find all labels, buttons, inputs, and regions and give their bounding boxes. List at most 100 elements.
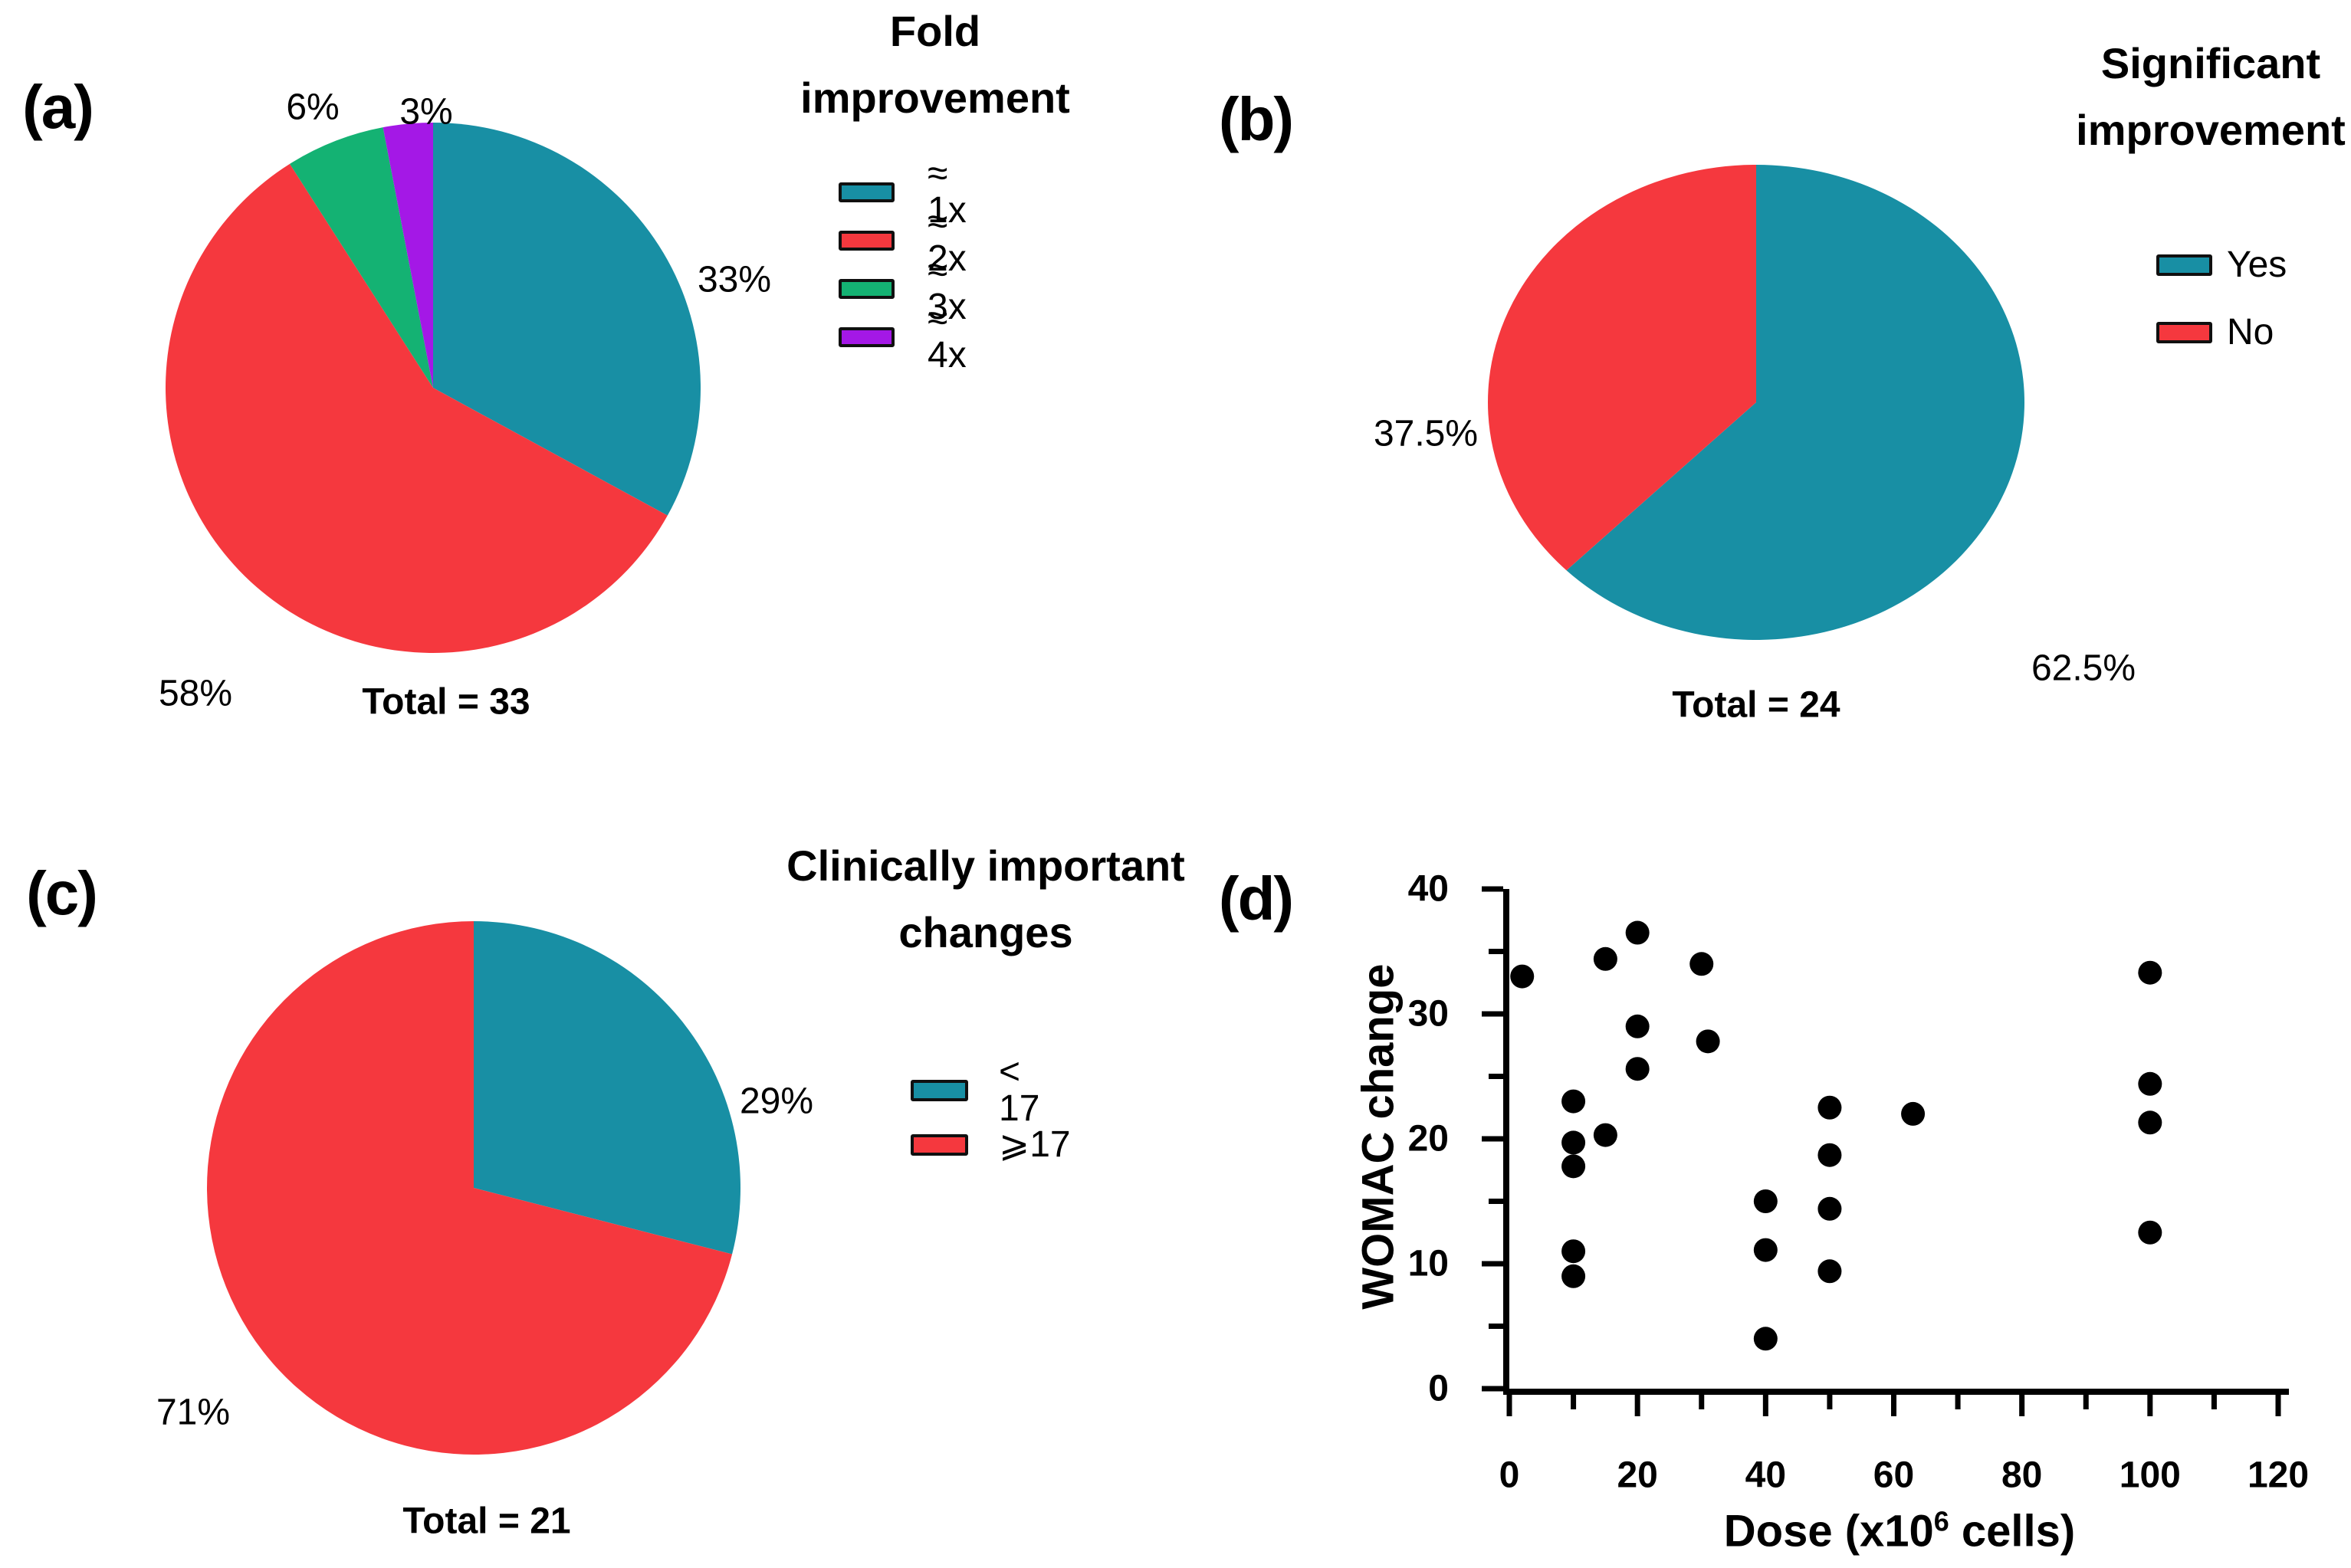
legend-c-swatch-icon-0 xyxy=(911,1080,968,1101)
x-axis-tick xyxy=(1762,1395,1768,1416)
y-axis-tick-label: 40 xyxy=(1408,869,1449,910)
scatter-point-18 xyxy=(1817,1196,1842,1221)
pie-c-percent-label-0: 29% xyxy=(739,1081,814,1122)
legend-c-row-0: < 17 xyxy=(911,1054,1039,1127)
x-axis-tick xyxy=(1891,1395,1896,1416)
legend-c-item-label-0: < 17 xyxy=(999,1051,1040,1129)
x-axis-tick xyxy=(1634,1395,1640,1416)
pie-a-percent-label-2: 6% xyxy=(286,87,340,128)
scatter-point-24 xyxy=(2138,1220,2162,1245)
x-axis-minor-tick xyxy=(1955,1395,1961,1409)
x-axis-title: Dose (x106 cells) xyxy=(1724,1505,2075,1557)
y-axis-tick-label: 20 xyxy=(1408,1119,1449,1160)
legend-title-b-line1: Significant xyxy=(2100,39,2321,88)
legend-a-swatch-icon-1 xyxy=(839,231,895,251)
scatter-point-12 xyxy=(1561,1264,1586,1288)
legend-a-item-label-2: ≈ 3x xyxy=(928,250,967,327)
legend-a-item-label-0: ≈ 1x xyxy=(928,153,967,231)
scatter-point-17 xyxy=(1817,1143,1842,1167)
y-axis-tick-label: 30 xyxy=(1408,994,1449,1035)
pie-a-slice-3 xyxy=(383,123,433,388)
x-axis-minor-tick xyxy=(2083,1395,2089,1409)
pie-a-slice-0 xyxy=(433,123,701,516)
scatter-point-0 xyxy=(1510,964,1535,989)
legend-b-item-label-0: Yes xyxy=(2227,244,2287,285)
x-axis-tick xyxy=(2147,1395,2153,1416)
pie-a-slice-1 xyxy=(166,163,668,653)
pie-a-slice-2 xyxy=(289,127,433,389)
x-axis-tick-label: 120 xyxy=(2248,1455,2309,1496)
scatter-point-20 xyxy=(1901,1101,1926,1126)
x-axis-tick-label: 100 xyxy=(2120,1455,2181,1496)
legend-b-row-0: Yes xyxy=(2156,247,2287,284)
pie-a-percent-label-3: 3% xyxy=(399,91,453,133)
y-axis-title: WOMAC change xyxy=(1353,963,1404,1310)
legend-a-row-0: ≈ 1x xyxy=(839,156,967,229)
y-axis-tick xyxy=(1482,1136,1503,1142)
scatter-point-6 xyxy=(1625,1057,1650,1081)
x-axis-line xyxy=(1503,1389,2289,1395)
panel-label-b: (b) xyxy=(1218,85,1294,153)
x-axis-title-post: cells) xyxy=(1949,1506,2076,1557)
scatter-point-7 xyxy=(1561,1089,1586,1114)
pie-b-total: Total = 24 xyxy=(1672,684,1840,726)
y-axis-line xyxy=(1503,889,1509,1395)
legend-b-swatch-icon-1 xyxy=(2156,322,2212,343)
scatter-point-4 xyxy=(1625,1014,1650,1038)
y-axis-minor-tick xyxy=(1489,1199,1503,1204)
scatter-point-15 xyxy=(1753,1327,1778,1351)
legend-a-swatch-icon-0 xyxy=(839,182,895,202)
y-axis-tick xyxy=(1482,1261,1503,1267)
legend-c-swatch-icon-1 xyxy=(911,1134,968,1156)
x-axis-title-pre: Dose (x10 xyxy=(1723,1506,1934,1557)
pie-b-percent-label-0: 62.5% xyxy=(2031,648,2136,689)
legend-b-row-1: No xyxy=(2156,314,2274,351)
x-axis-tick xyxy=(1506,1395,1512,1416)
x-axis-minor-tick xyxy=(1571,1395,1577,1409)
legend-title-a: Fold improvement xyxy=(800,0,1070,132)
panel-label-d: (d) xyxy=(1218,864,1294,933)
x-axis-tick-label: 40 xyxy=(1745,1455,1786,1496)
y-axis-tick-label: 0 xyxy=(1428,1369,1449,1409)
panel-label-c: (c) xyxy=(26,859,98,927)
scatter-point-13 xyxy=(1753,1189,1778,1213)
legend-c-row-1: ⩾17 xyxy=(911,1127,1071,1163)
pie-c-percent-label-1: 71% xyxy=(156,1392,231,1433)
legend-c-item-label-1: ⩾17 xyxy=(999,1124,1071,1165)
legend-title-c-line1: Clinically important xyxy=(786,841,1185,891)
y-axis-minor-tick xyxy=(1489,1074,1503,1079)
pie-a-percent-label-0: 33% xyxy=(697,259,772,300)
y-axis-minor-tick xyxy=(1489,1324,1503,1329)
scatter-point-1 xyxy=(1593,946,1617,971)
y-axis-tick-label: 10 xyxy=(1408,1244,1449,1284)
scatter-point-9 xyxy=(1561,1130,1586,1155)
pie-c-total: Total = 21 xyxy=(402,1501,571,1542)
legend-a-row-3: ≈ 4x xyxy=(839,300,967,374)
legend-b-swatch-icon-0 xyxy=(2156,254,2212,276)
y-axis-tick xyxy=(1482,1011,1503,1017)
x-axis-tick-label: 60 xyxy=(1873,1455,1914,1496)
scatter-point-21 xyxy=(2138,960,2162,985)
pie-c-slice-0 xyxy=(474,921,740,1255)
scatter-point-22 xyxy=(2138,1071,2162,1096)
legend-a-item-label-3: ≈ 4x xyxy=(928,298,967,376)
x-axis-tick-label: 0 xyxy=(1499,1455,1520,1496)
x-axis-minor-tick xyxy=(1699,1395,1705,1409)
legend-a-item-label-1: ≈ 2x xyxy=(928,202,967,279)
pie-b-percent-label-1: 37.5% xyxy=(1373,413,1479,454)
x-axis-tick-label: 20 xyxy=(1617,1455,1657,1496)
legend-title-b: Significant improvement xyxy=(2076,31,2346,164)
scatter-point-16 xyxy=(1817,1095,1842,1120)
legend-title-b-line2: improvement xyxy=(2076,106,2346,154)
scatter-point-10 xyxy=(1561,1154,1586,1179)
legend-a-swatch-icon-3 xyxy=(839,327,895,347)
legend-title-c: Clinically important changes xyxy=(786,833,1185,966)
pie-a-percent-label-1: 58% xyxy=(158,673,233,714)
x-axis-title-sup: 6 xyxy=(1933,1505,1949,1537)
pie-a-total: Total = 33 xyxy=(362,681,530,723)
legend-a-row-2: ≈ 3x xyxy=(839,252,967,326)
legend-title-a-line2: improvement xyxy=(800,74,1070,122)
x-axis-minor-tick xyxy=(1827,1395,1833,1409)
